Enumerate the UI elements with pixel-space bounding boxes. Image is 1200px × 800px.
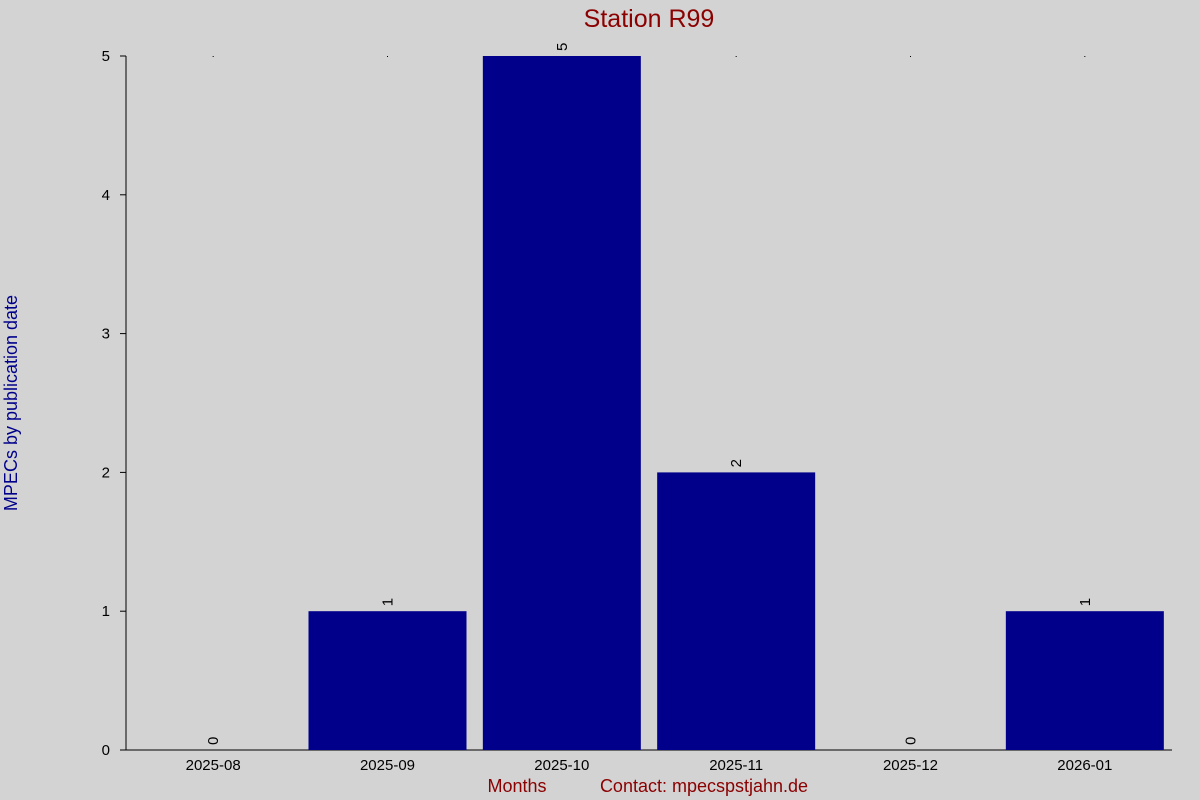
chart-title: Station R99: [584, 5, 715, 33]
value-label: 1: [1077, 598, 1094, 606]
value-label: 0: [903, 737, 920, 745]
bar: [482, 56, 641, 750]
contact-note: Contact: mpecspstjahn.de: [600, 776, 808, 796]
value-label: 0: [205, 737, 222, 745]
x-tick-label: 2026-01: [1057, 757, 1112, 774]
x-axis-label: Months: [487, 776, 546, 796]
value-label: 2: [728, 459, 745, 467]
y-tick-label: 3: [102, 326, 110, 343]
bar: [657, 472, 816, 750]
y-axis-label: MPECs by publication date: [1, 295, 21, 511]
y-tick-label: 0: [102, 742, 110, 759]
y-tick-label: 2: [102, 464, 110, 481]
bar: [308, 611, 467, 750]
y-tick-label: 4: [102, 187, 110, 204]
value-label: 5: [554, 43, 571, 51]
x-tick-label: 2025-11: [709, 757, 763, 774]
y-tick-label: 1: [102, 603, 110, 620]
x-tick-label: 2025-12: [883, 757, 938, 774]
x-tick-label: 2025-08: [186, 757, 241, 774]
x-tick-label: 2025-10: [534, 757, 589, 774]
value-label: 1: [380, 598, 397, 606]
y-tick-label: 5: [102, 48, 110, 65]
x-tick-label: 2025-09: [360, 757, 415, 774]
bar: [1005, 611, 1164, 750]
